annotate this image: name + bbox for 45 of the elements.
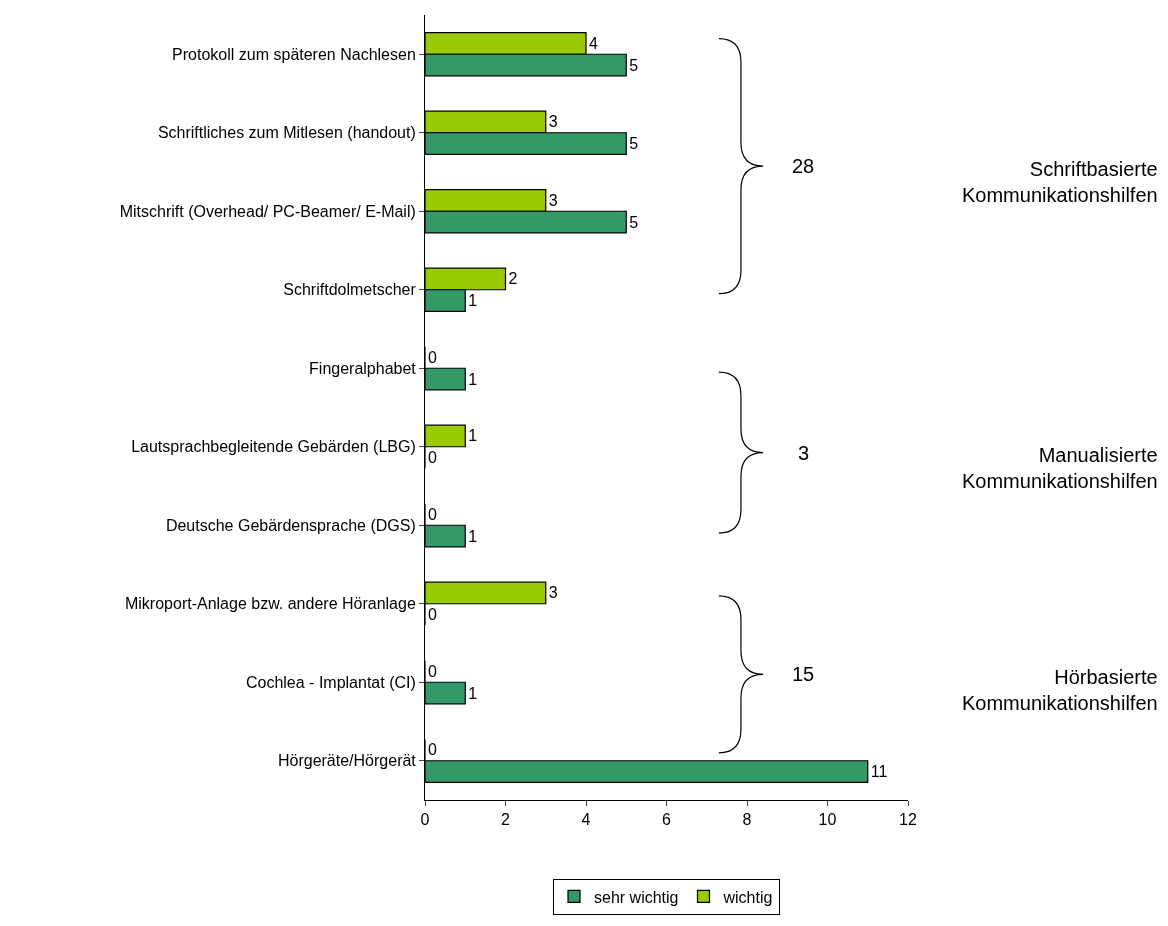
- data-label: 3: [548, 113, 558, 131]
- data-label: 0: [428, 662, 437, 680]
- legend-label: sehr wichtig: [594, 888, 679, 906]
- x-tick-label: 6: [662, 811, 672, 829]
- x-tick-label: 0: [420, 811, 430, 829]
- data-label: 11: [870, 763, 888, 781]
- text: Manualisierte Kommunikationshilfen: [962, 444, 1158, 492]
- data-label: 3: [548, 584, 558, 602]
- y-tick-label: Deutsche Gebärdensprache (DGS): [165, 516, 416, 534]
- y-tick-label: Fingeralphabet: [309, 359, 417, 377]
- data-label: 0: [428, 741, 437, 759]
- data-label: 4: [589, 34, 598, 52]
- data-label: 5: [629, 56, 639, 74]
- text: Hörbasierte Kommunikationshilfen: [962, 666, 1158, 714]
- x-tick-label: 12: [899, 811, 917, 829]
- data-label: 3: [548, 191, 558, 209]
- data-label: 1: [468, 684, 478, 702]
- y-tick-label: Schriftliches zum Mitlesen (handout): [157, 124, 416, 142]
- x-tick-label: 8: [742, 811, 752, 829]
- data-label: 5: [629, 135, 639, 153]
- data-label: 0: [428, 606, 437, 624]
- annotation: 3: [798, 442, 810, 464]
- y-tick-label: Lautsprachbegleitende Gebärden (LBG): [131, 438, 416, 456]
- text: Schriftbasierte Kommunikationshilfen: [962, 158, 1158, 206]
- data-label: 1: [468, 527, 478, 545]
- x-tick-label: 10: [818, 811, 837, 829]
- annotation: 28: [792, 155, 815, 177]
- y-tick-label: Cochlea - Implantat (CI): [245, 673, 416, 691]
- annotation: 15: [792, 663, 815, 685]
- y-tick-label: Protokoll zum späteren Nachlesen: [172, 45, 416, 63]
- data-label: 2: [508, 270, 518, 288]
- y-tick-label: Mikroport-Anlage bzw. andere Höranlage: [124, 595, 416, 613]
- data-label: 0: [428, 449, 437, 467]
- legend-label: wichtig: [722, 888, 773, 906]
- y-tick-label: Hörgeräte/Hörgerät: [277, 752, 417, 770]
- x-tick-label: 2: [501, 811, 511, 829]
- x-tick-label: 4: [581, 811, 591, 829]
- data-label: 0: [428, 505, 437, 523]
- data-label: 5: [629, 213, 639, 231]
- data-label: 1: [468, 427, 478, 445]
- data-label: 0: [428, 348, 437, 366]
- data-label: 1: [468, 292, 478, 310]
- y-tick-label: Schriftdolmetscher: [283, 281, 417, 299]
- data-label: 1: [468, 370, 478, 388]
- y-tick-label: Mitschrift (Overhead/ PC-Beamer/ E-Mail): [119, 202, 416, 220]
